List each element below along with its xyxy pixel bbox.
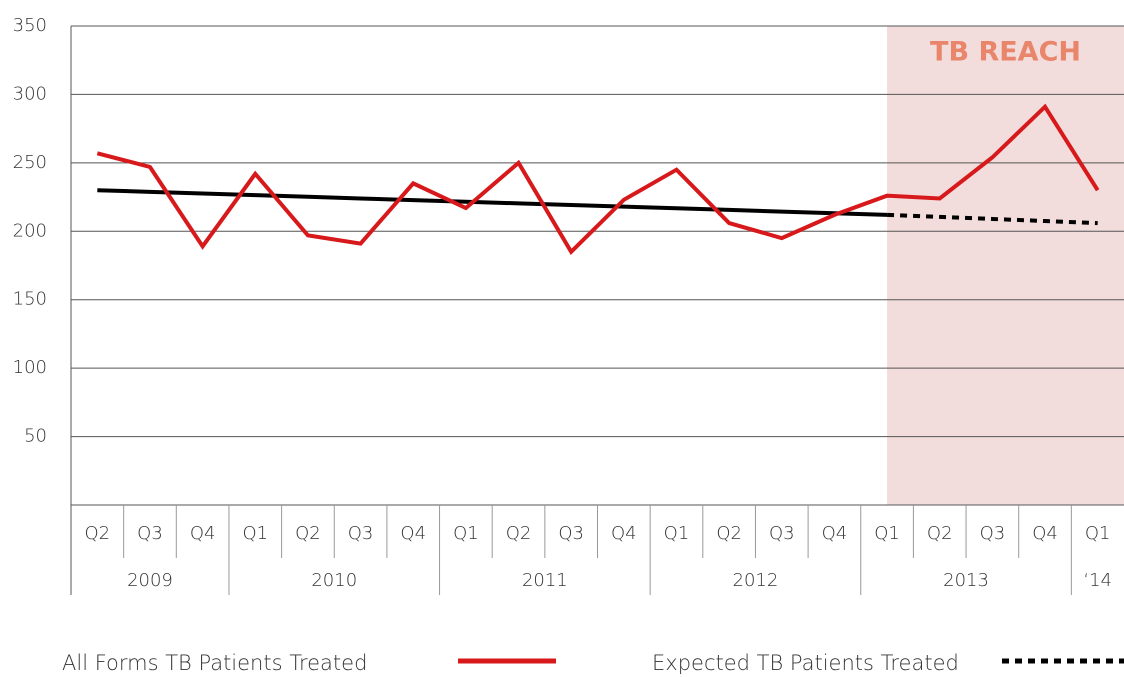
group-label: 2013 [943, 570, 989, 591]
x-tick-label: Q3 [348, 523, 374, 544]
x-tick-label: Q4 [1032, 523, 1058, 544]
x-tick-label: Q4 [400, 523, 426, 544]
y-tick-label: 100 [13, 357, 47, 378]
x-tick-label: Q1 [664, 523, 690, 544]
group-label: 2009 [127, 570, 173, 591]
x-tick-label: Q1 [1085, 523, 1111, 544]
group-label: 2011 [522, 570, 568, 591]
x-tick-label: Q1 [453, 523, 479, 544]
x-tick-label: Q1 [874, 523, 900, 544]
legend-label: Expected TB Patients Treated [652, 651, 959, 675]
group-label: ‘14 [1083, 570, 1112, 591]
x-tick-label: Q3 [558, 523, 584, 544]
x-tick-label: Q2 [506, 523, 532, 544]
group-label: 2012 [733, 570, 779, 591]
y-tick-label: 300 [13, 83, 47, 104]
legend-label: All Forms TB Patients Treated [62, 651, 367, 675]
series-line [97, 188, 888, 217]
y-tick-label: 50 [24, 426, 47, 447]
y-tick-label: 250 [13, 152, 47, 173]
group-label: 2010 [311, 570, 357, 591]
y-tick-label: 200 [13, 220, 47, 241]
x-tick-label: Q1 [242, 523, 268, 544]
y-tick-label: 350 [13, 15, 47, 36]
highlight-region [887, 26, 1124, 505]
x-tick-label: Q2 [716, 523, 742, 544]
x-tick-label: Q4 [611, 523, 637, 544]
series-line [96, 103, 1100, 256]
x-tick-label: Q3 [137, 523, 163, 544]
x-tick-label: Q3 [769, 523, 795, 544]
y-tick-label: 150 [13, 289, 47, 310]
annotation: TB REACH [930, 37, 1081, 68]
x-tick-label: Q3 [980, 523, 1006, 544]
series-line [886, 212, 1098, 226]
x-tick-label: Q4 [822, 523, 848, 544]
x-tick-label: Q4 [190, 523, 216, 544]
x-tick-label: Q2 [85, 523, 111, 544]
x-tick-label: Q2 [295, 523, 321, 544]
x-tick-label: Q2 [927, 523, 953, 544]
